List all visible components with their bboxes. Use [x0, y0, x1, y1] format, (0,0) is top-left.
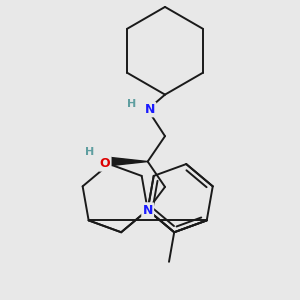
Text: N: N: [142, 203, 153, 217]
Text: H: H: [85, 147, 94, 157]
Text: O: O: [100, 157, 110, 170]
Text: H: H: [127, 99, 136, 109]
Polygon shape: [111, 158, 148, 166]
Text: N: N: [145, 103, 155, 116]
